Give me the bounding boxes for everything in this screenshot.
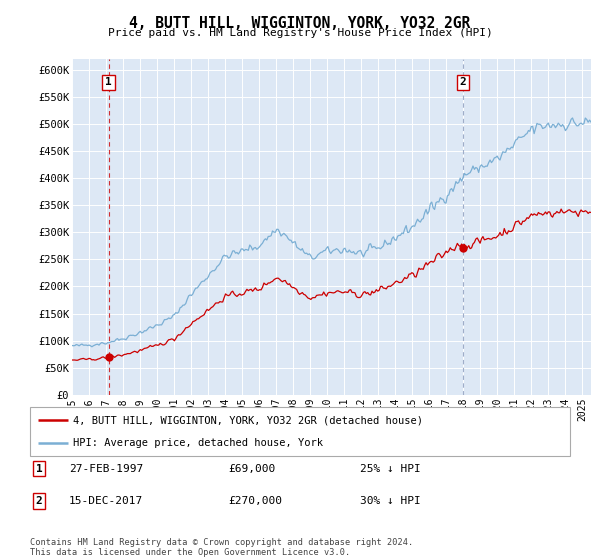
- Text: HPI: Average price, detached house, York: HPI: Average price, detached house, York: [73, 438, 323, 448]
- Text: 2: 2: [35, 496, 43, 506]
- Text: 2: 2: [460, 77, 466, 87]
- Text: 30% ↓ HPI: 30% ↓ HPI: [360, 496, 421, 506]
- Text: 1: 1: [35, 464, 43, 474]
- Text: Contains HM Land Registry data © Crown copyright and database right 2024.
This d: Contains HM Land Registry data © Crown c…: [30, 538, 413, 557]
- Text: 4, BUTT HILL, WIGGINTON, YORK, YO32 2GR (detached house): 4, BUTT HILL, WIGGINTON, YORK, YO32 2GR …: [73, 416, 423, 426]
- Text: Price paid vs. HM Land Registry's House Price Index (HPI): Price paid vs. HM Land Registry's House …: [107, 28, 493, 38]
- Text: 1: 1: [105, 77, 112, 87]
- Text: 15-DEC-2017: 15-DEC-2017: [69, 496, 143, 506]
- FancyBboxPatch shape: [30, 407, 570, 456]
- Text: £270,000: £270,000: [228, 496, 282, 506]
- Text: 25% ↓ HPI: 25% ↓ HPI: [360, 464, 421, 474]
- Text: 4, BUTT HILL, WIGGINTON, YORK, YO32 2GR: 4, BUTT HILL, WIGGINTON, YORK, YO32 2GR: [130, 16, 470, 31]
- Text: £69,000: £69,000: [228, 464, 275, 474]
- Text: 27-FEB-1997: 27-FEB-1997: [69, 464, 143, 474]
